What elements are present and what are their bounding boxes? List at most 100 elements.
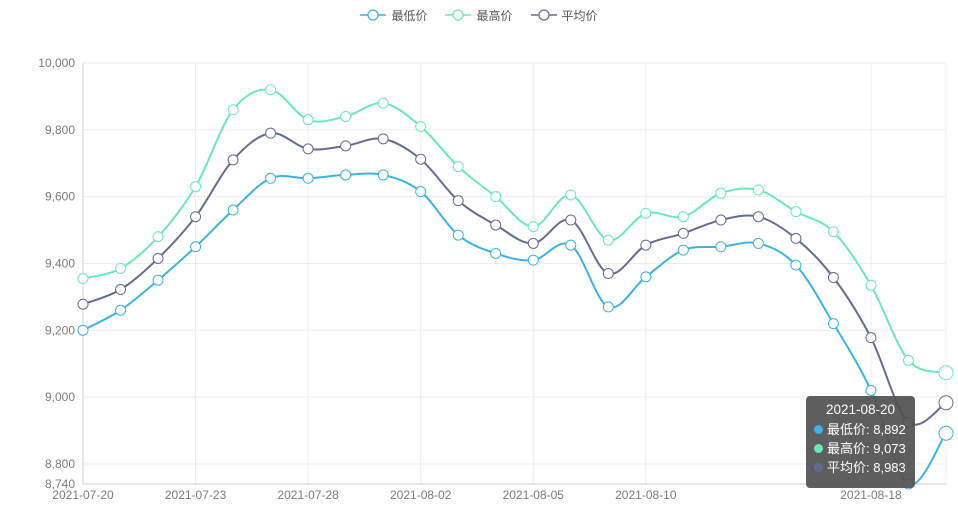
point-max xyxy=(902,354,914,366)
point-avg xyxy=(602,268,614,279)
point-max xyxy=(77,273,89,285)
point-avg xyxy=(115,284,127,296)
y-tick-label: 9,200 xyxy=(45,323,75,337)
point-min xyxy=(602,301,614,313)
point-max xyxy=(715,187,727,199)
point-max xyxy=(565,189,577,201)
point-min xyxy=(77,324,89,336)
series-line-max xyxy=(82,88,947,374)
point-max xyxy=(827,226,839,238)
legend-swatch-avg-icon xyxy=(530,9,557,21)
point-avg xyxy=(415,153,427,165)
y-tick-label: 8,740 xyxy=(45,477,75,491)
point-min xyxy=(865,384,877,396)
y-tick-label: 8,800 xyxy=(45,457,75,471)
legend-swatch-min-icon xyxy=(360,9,387,21)
point-max xyxy=(865,279,877,291)
legend-item-avg[interactable]: 平均价 xyxy=(530,6,598,24)
x-tick-label: 2021-07-20 xyxy=(52,488,114,502)
point-avg xyxy=(77,298,89,310)
point-min xyxy=(265,172,277,184)
point-max xyxy=(115,262,127,274)
tooltip-value-max: 最高价: 9,073 xyxy=(827,441,906,456)
point-avg xyxy=(527,237,539,249)
point-max xyxy=(490,191,502,203)
point-min xyxy=(827,318,839,330)
tooltip-title: 2021-08-20 xyxy=(825,402,896,417)
point-avg xyxy=(152,252,164,264)
point-max xyxy=(938,365,954,381)
point-max xyxy=(340,110,352,122)
point-max xyxy=(527,221,539,233)
tooltip-row-max: 最高价: 9,073 xyxy=(814,439,907,458)
tooltip-dot-max-icon xyxy=(814,444,823,453)
series-line-avg xyxy=(82,132,947,426)
point-min xyxy=(190,241,202,253)
point-max xyxy=(227,104,239,116)
x-tick-label: 2021-07-28 xyxy=(277,488,339,502)
tooltip-row-min: 最低价: 8,892 xyxy=(814,420,907,439)
point-min xyxy=(527,254,539,266)
point-avg xyxy=(752,211,764,223)
point-max xyxy=(415,120,427,132)
point-max xyxy=(302,114,314,126)
point-max xyxy=(602,234,614,246)
x-tick-label: 2021-08-18 xyxy=(840,488,902,502)
point-avg xyxy=(265,127,277,139)
point-min xyxy=(227,204,239,216)
x-tick-label: 2021-08-05 xyxy=(503,488,565,502)
point-max xyxy=(265,84,277,96)
tooltip-row-avg: 平均价: 8,983 xyxy=(814,458,907,477)
point-avg xyxy=(302,143,314,155)
point-max xyxy=(152,231,164,243)
point-min xyxy=(790,259,802,271)
y-tick-label: 9,600 xyxy=(45,190,75,204)
point-avg xyxy=(827,272,839,284)
tooltip-dot-avg-icon xyxy=(814,463,823,472)
point-avg xyxy=(865,332,877,344)
point-avg xyxy=(565,214,577,226)
legend-label-avg: 平均价 xyxy=(561,8,598,23)
legend-item-min[interactable]: 最低价 xyxy=(360,6,427,24)
point-avg xyxy=(938,395,954,411)
x-tick-label: 2021-07-23 xyxy=(165,488,227,502)
point-max xyxy=(677,211,689,223)
point-avg xyxy=(677,227,689,239)
legend-item-max[interactable]: 最高价 xyxy=(445,6,513,24)
point-max xyxy=(452,161,464,173)
point-min xyxy=(677,244,689,256)
point-avg xyxy=(640,239,652,251)
point-max xyxy=(790,206,802,218)
point-min xyxy=(377,169,389,181)
point-avg xyxy=(790,232,802,244)
y-tick-label: 10,000 xyxy=(38,56,75,70)
point-min xyxy=(752,237,764,249)
point-min xyxy=(490,247,502,259)
tooltip-dot-min-icon xyxy=(814,425,823,434)
point-min xyxy=(640,271,652,283)
y-tick-label: 9,800 xyxy=(45,123,75,137)
legend-label-min: 最低价 xyxy=(391,8,428,23)
point-max xyxy=(640,207,652,219)
y-tick-label: 9,000 xyxy=(45,390,75,404)
legend: 最低价 最高价 平均价 xyxy=(0,6,958,24)
point-min xyxy=(152,274,164,286)
point-avg xyxy=(377,133,389,145)
point-min xyxy=(302,172,314,184)
point-min xyxy=(715,241,727,253)
point-avg xyxy=(715,214,727,226)
tooltip-value-avg: 平均价: 8,983 xyxy=(827,460,906,475)
point-avg xyxy=(227,154,239,166)
point-max xyxy=(752,184,764,196)
point-max xyxy=(190,181,202,193)
point-avg xyxy=(340,140,352,152)
point-min xyxy=(115,304,127,316)
point-min xyxy=(565,239,577,251)
tooltip: 2021-08-20 最低价: 8,892 最高价: 9,073 平均价: 8,… xyxy=(806,396,915,488)
point-min xyxy=(938,425,954,441)
point-avg xyxy=(490,219,502,231)
point-min xyxy=(415,186,427,198)
x-tick-label: 2021-08-02 xyxy=(390,488,452,502)
point-min xyxy=(452,229,464,241)
legend-label-max: 最高价 xyxy=(476,8,513,23)
